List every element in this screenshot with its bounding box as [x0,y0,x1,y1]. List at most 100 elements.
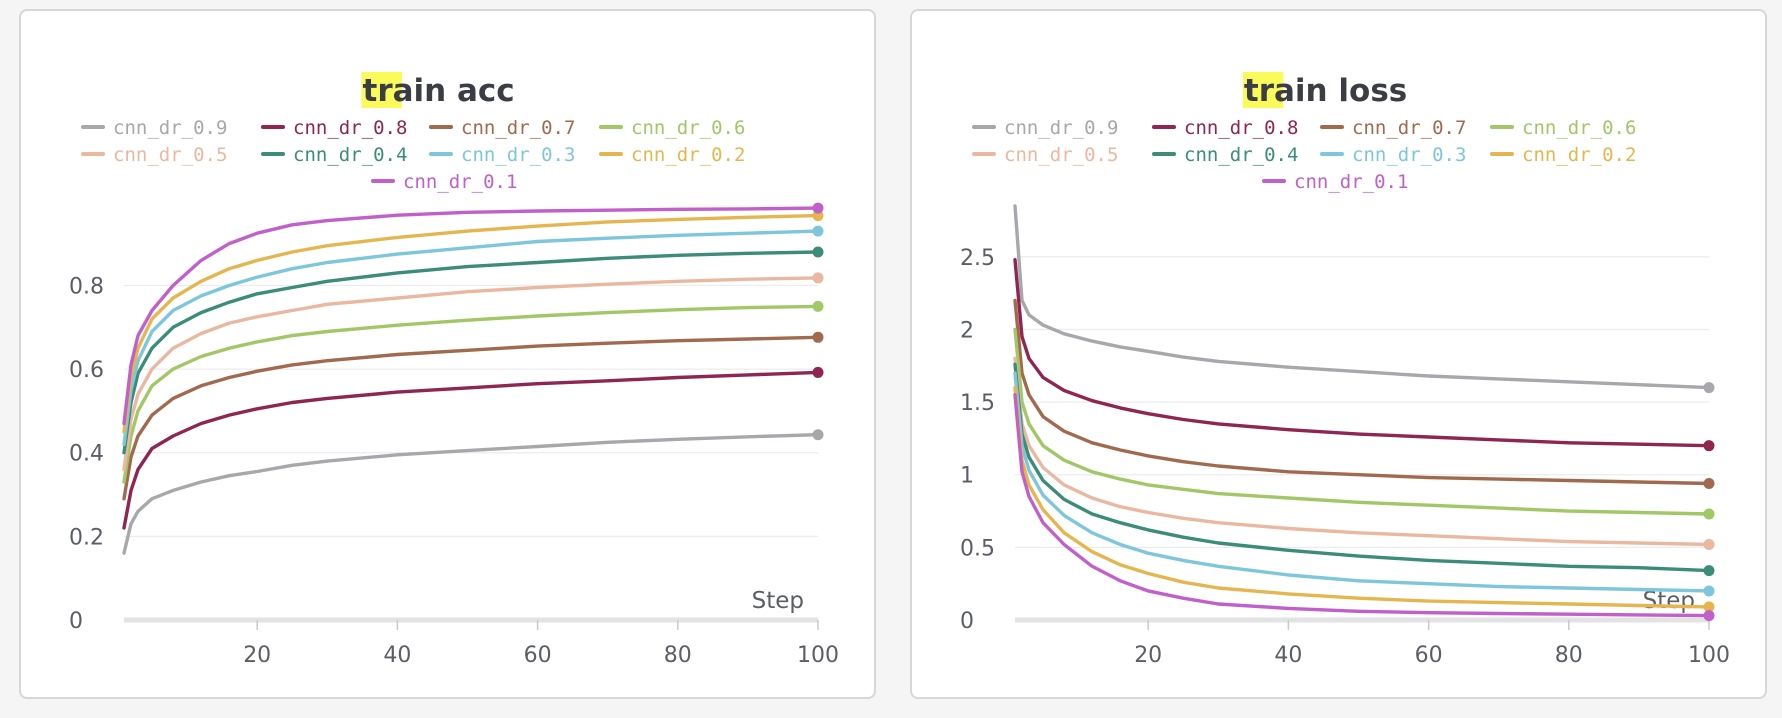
y-tick-label: 2.5 [960,246,995,271]
series-end-point[interactable] [812,331,824,343]
series-line-cnn_dr_0.2[interactable] [1013,385,1711,609]
y-tick-label: 0.6 [69,358,104,383]
series-end-point[interactable] [1703,477,1715,489]
legend-label: cnn_dr_0.6 [1522,117,1636,139]
legend-label: cnn_dr_0.8 [1184,117,1298,139]
series-end-point[interactable] [812,202,824,214]
series-line-cnn_dr_0.6[interactable] [1013,327,1711,516]
legend-item[interactable]: cnn_dr_0.6 [599,117,745,139]
legend-item[interactable]: cnn_dr_0.9 [81,117,227,139]
legend: cnn_dr_0.9 cnn_dr_0.8 cnn_dr_0.7 cnn_dr_0.6… [81,117,745,193]
series-line-cnn_dr_0.8[interactable] [1013,258,1711,448]
chart-title: train acc [363,73,515,109]
legend-item[interactable]: cnn_dr_0.5 [81,144,227,166]
legend: cnn_dr_0.9 cnn_dr_0.8 cnn_dr_0.7 cnn_dr_0.6… [972,117,1636,193]
series-line-cnn_dr_0.9[interactable] [122,433,820,555]
x-tick-label: 20 [1134,643,1162,668]
legend-item[interactable]: cnn_dr_0.7 [429,117,575,139]
series-end-point[interactable] [812,225,824,237]
series-line-cnn_dr_0.9[interactable] [1013,204,1711,390]
legend-label: cnn_dr_0.2 [1522,144,1636,166]
y-tick-label: 0.4 [69,442,104,467]
series-end-point[interactable] [812,210,824,222]
legend-item[interactable]: cnn_dr_0.1 [1262,171,1408,193]
train-acc-panel: train acc cnn_dr_0.9 cnn_dr_0.8 cnn_dr_0.7 c… [19,9,876,699]
legend-label: cnn_dr_0.2 [631,144,745,166]
legend-item[interactable]: cnn_dr_0.2 [1490,144,1636,166]
x-tick-label: 40 [383,643,411,668]
x-tick-label: 80 [664,643,692,668]
series-end-point[interactable] [1703,440,1715,452]
series-end-point[interactable] [1703,382,1715,394]
legend-label: cnn_dr_0.9 [113,117,227,139]
x-tick-label: 40 [1274,643,1302,668]
legend-item[interactable]: cnn_dr_0.5 [972,144,1118,166]
legend-label: cnn_dr_0.4 [1184,144,1298,166]
x-tick-label: 60 [1415,643,1443,668]
series-lines [122,202,824,555]
title-highlight [361,72,402,108]
series-line-cnn_dr_0.2[interactable] [122,213,820,434]
x-axis-label: Step [1643,588,1695,614]
title-highlight [1242,72,1284,108]
series-line-cnn_dr_0.7[interactable] [1013,298,1711,486]
legend-label: cnn_dr_0.7 [461,117,575,139]
x-tick-label: 80 [1555,643,1583,668]
series-line-cnn_dr_0.3[interactable] [1013,371,1711,593]
series-end-point[interactable] [1703,538,1715,550]
title-rest-part: ain loss [1274,73,1407,109]
legend-item[interactable]: cnn_dr_0.4 [261,144,407,166]
legend-item[interactable]: cnn_dr_0.3 [429,144,575,166]
legend-item[interactable]: cnn_dr_0.8 [1152,117,1298,139]
series-line-cnn_dr_0.1[interactable] [122,206,820,426]
legend-item[interactable]: cnn_dr_0.2 [599,144,745,166]
legend-label: cnn_dr_0.3 [1352,144,1466,166]
y-tick-label: 0 [960,609,974,634]
legend-label: cnn_dr_0.1 [403,171,517,193]
title-highlighted-part: tr [363,73,394,109]
series-end-point[interactable] [1703,585,1715,597]
legend-label: cnn_dr_0.9 [1004,117,1118,139]
series-line-cnn_dr_0.4[interactable] [1013,362,1711,573]
series-end-point[interactable] [812,272,824,284]
title-rest-part: ain acc [393,73,515,109]
x-tick-label: 100 [1688,643,1730,668]
y-tick-label: 1.5 [960,391,995,416]
legend-item[interactable]: cnn_dr_0.9 [972,117,1118,139]
series-line-cnn_dr_0.5[interactable] [122,276,820,472]
legend-label: cnn_dr_0.1 [1294,171,1408,193]
legend-item[interactable]: cnn_dr_0.3 [1320,144,1466,166]
y-tick-label: 1 [960,464,974,489]
y-tick-label: 2 [960,318,974,343]
series-line-cnn_dr_0.7[interactable] [122,335,820,501]
x-tick-label: 100 [797,643,839,668]
series-line-cnn_dr_0.4[interactable] [122,250,820,455]
series-end-point[interactable] [1703,565,1715,577]
series-end-point[interactable] [812,246,824,258]
series-line-cnn_dr_0.8[interactable] [122,370,820,530]
x-tick-label: 20 [243,643,271,668]
y-tick-label: 0.5 [960,536,995,561]
series-line-cnn_dr_0.3[interactable] [122,229,820,447]
y-tick-label: 0 [69,609,83,634]
legend-label: cnn_dr_0.7 [1352,117,1466,139]
legend-item[interactable]: cnn_dr_0.1 [371,171,517,193]
series-end-point[interactable] [1703,601,1715,613]
train-loss-panel: train loss cnn_dr_0.9 cnn_dr_0.8 cnn_dr_0.7… [910,9,1767,699]
chart-title: train loss [1244,73,1407,109]
series-line-cnn_dr_0.6[interactable] [122,304,820,484]
series-end-point[interactable] [812,300,824,312]
series-line-cnn_dr_0.1[interactable] [1013,393,1711,618]
series-end-point[interactable] [1703,610,1715,622]
series-line-cnn_dr_0.5[interactable] [1013,356,1711,547]
legend-item[interactable]: cnn_dr_0.4 [1152,144,1298,166]
legend-label: cnn_dr_0.3 [461,144,575,166]
x-tick-label: 60 [524,643,552,668]
series-end-point[interactable] [812,429,824,441]
legend-item[interactable]: cnn_dr_0.8 [261,117,407,139]
legend-item[interactable]: cnn_dr_0.7 [1320,117,1466,139]
series-end-point[interactable] [1703,508,1715,520]
series-end-point[interactable] [812,366,824,378]
legend-item[interactable]: cnn_dr_0.6 [1490,117,1636,139]
